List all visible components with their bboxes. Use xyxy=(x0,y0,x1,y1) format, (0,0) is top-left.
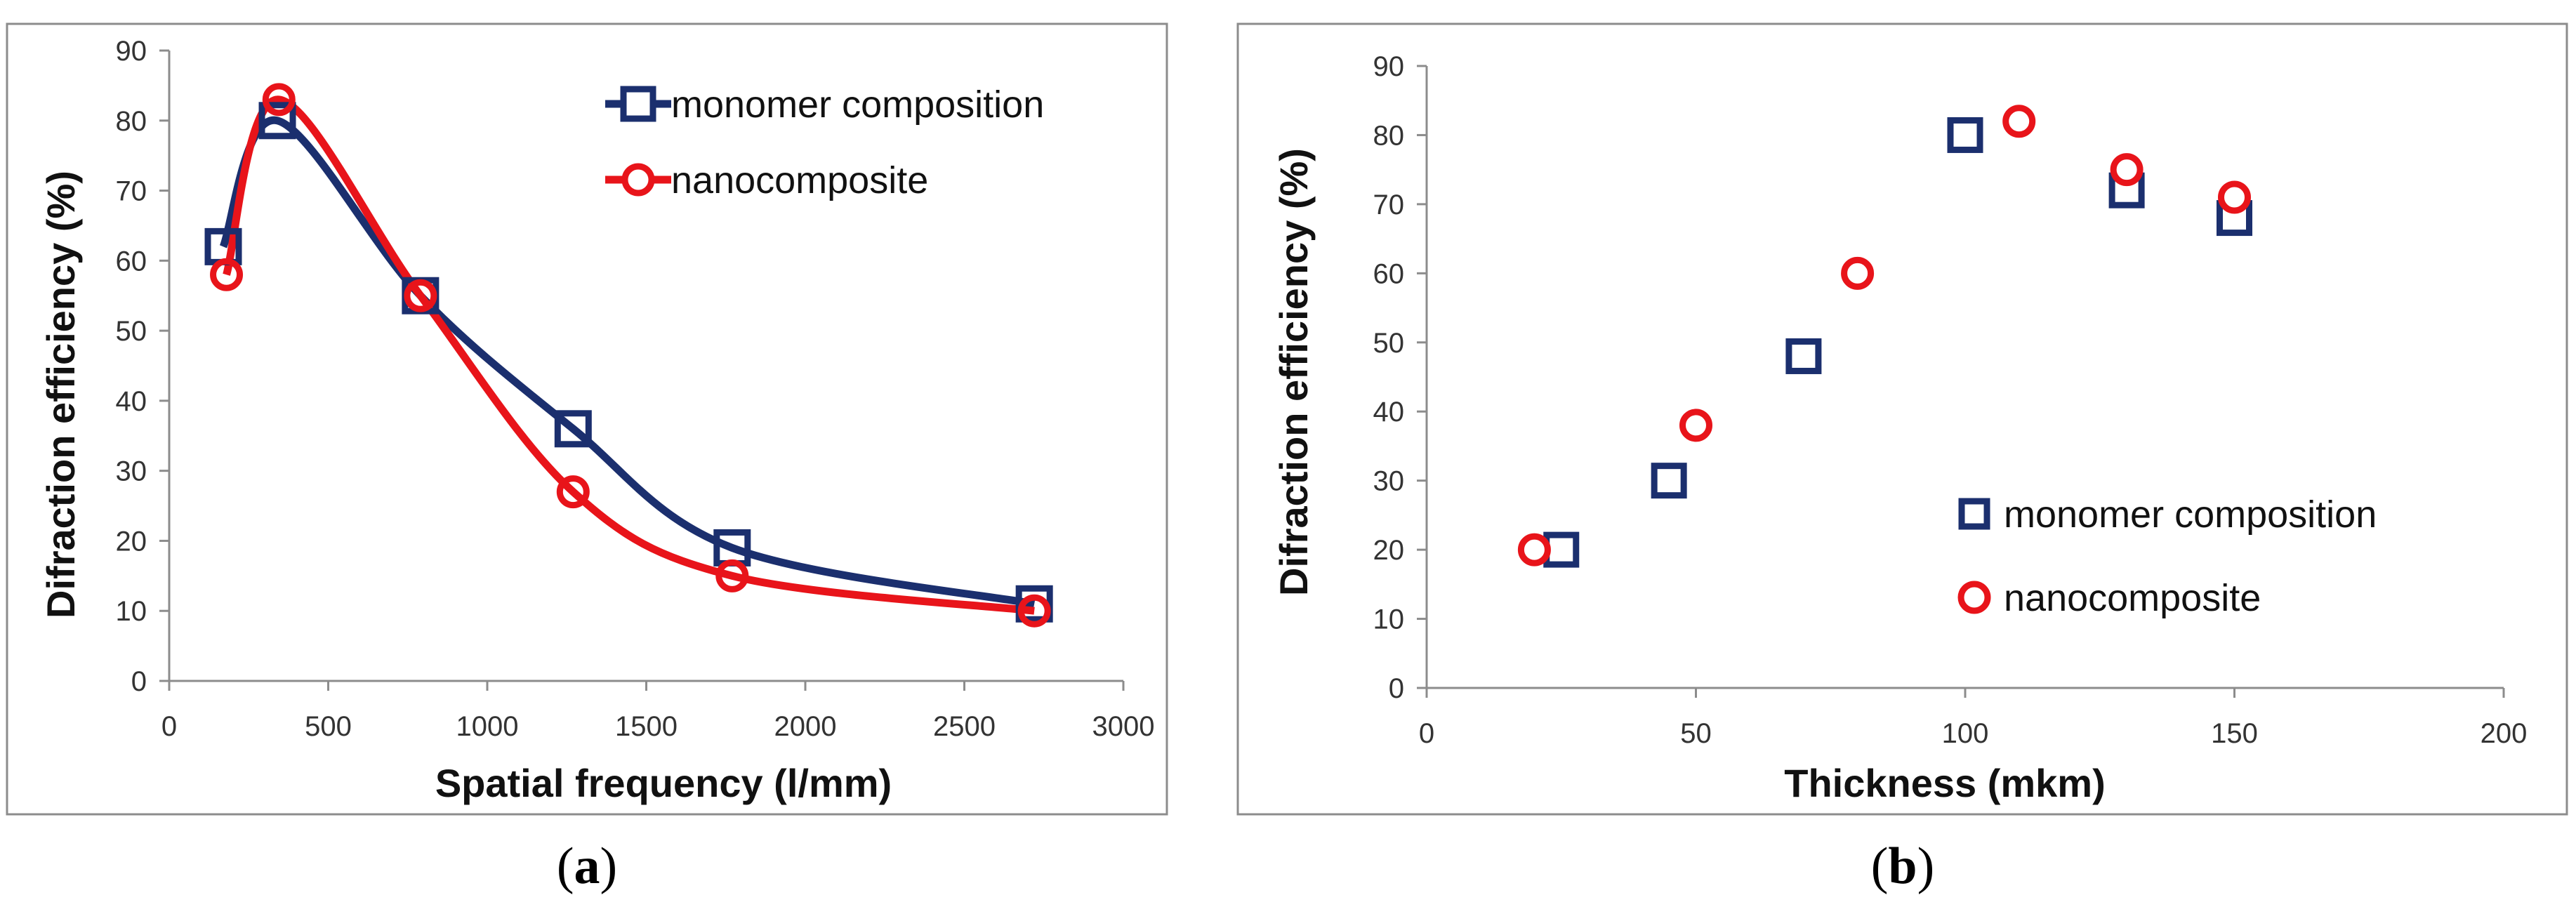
y-tick-label: 40 xyxy=(116,386,147,417)
legend-a-monomer-label: monomer composition xyxy=(671,84,1044,126)
y-tick-label: 0 xyxy=(131,666,147,697)
y-tick-label: 70 xyxy=(116,176,147,207)
legend-a-entry-nano: nanocomposite xyxy=(605,159,928,201)
chart-a-markers xyxy=(204,83,1053,628)
chart-b-x-axis-title: Thickness (mkm) xyxy=(1784,761,2106,805)
x-tick-label: 2000 xyxy=(774,711,837,742)
x-tick-label: 100 xyxy=(1942,718,1989,749)
chart-a-x-axis-title: Spatial frequency (l/mm) xyxy=(435,761,892,805)
data-point-nano xyxy=(1679,409,1712,442)
chart-a-legend: monomer composition nanocomposite xyxy=(605,84,1044,201)
data-point-nano xyxy=(404,279,437,312)
y-tick-label: 30 xyxy=(116,456,147,487)
caption-b-open: ( xyxy=(1871,837,1889,895)
data-point-monomer xyxy=(554,410,592,448)
x-tick-label: 500 xyxy=(305,711,352,742)
chart-b: 0 10 20 30 40 50 60 70 80 90 0 50 100 150 200 monomer… xyxy=(1236,22,2568,816)
data-point-nano xyxy=(262,83,296,117)
chart-a-y-ticks: 0 10 20 30 40 50 60 70 80 90 xyxy=(116,36,169,697)
y-tick-label: 40 xyxy=(1373,397,1405,428)
legend-a-nano-label: nanocomposite xyxy=(671,159,928,201)
x-tick-label: 1000 xyxy=(456,711,519,742)
legend-a-nano-circle-icon xyxy=(621,163,655,197)
caption-b-close: ) xyxy=(1917,837,1935,895)
data-point-nano xyxy=(715,559,749,592)
data-point-nano xyxy=(2110,153,2144,187)
chart-b-x-ticks: 0 50 100 150 200 xyxy=(1419,688,2528,749)
x-tick-label: 200 xyxy=(2481,718,2528,749)
chart-a-x-ticks: 0 500 1000 1500 2000 2500 3000 xyxy=(161,681,1155,742)
data-point-nano xyxy=(2218,180,2251,214)
legend-a-entry-monomer: monomer composition xyxy=(605,84,1044,126)
legend-b-entry-monomer: monomer composition xyxy=(1958,493,2377,536)
y-tick-label: 20 xyxy=(116,526,147,557)
caption-a: (a) xyxy=(557,837,617,895)
data-point-monomer xyxy=(1543,531,1580,568)
caption-a-close: ) xyxy=(600,837,618,895)
y-tick-label: 90 xyxy=(1373,51,1405,82)
legend-b-entry-nano: nanocomposite xyxy=(1957,577,2261,619)
chart-a: 0 10 20 30 40 50 60 70 80 90 0 500 1000 1500 2000 2500… xyxy=(6,22,1168,816)
legend-b-nano-label: nanocomposite xyxy=(2004,577,2261,619)
x-tick-label: 50 xyxy=(1680,718,1712,749)
y-tick-label: 60 xyxy=(1373,258,1405,289)
y-tick-label: 30 xyxy=(1373,466,1405,497)
y-tick-label: 80 xyxy=(116,106,147,137)
y-tick-label: 70 xyxy=(1373,190,1405,220)
data-point-monomer xyxy=(1947,117,1983,153)
x-tick-label: 2500 xyxy=(933,711,996,742)
y-tick-label: 50 xyxy=(1373,328,1405,359)
data-point-nano xyxy=(556,475,590,509)
caption-a-open: ( xyxy=(557,837,574,895)
data-point-monomer xyxy=(1651,463,1687,499)
y-tick-label: 90 xyxy=(116,36,147,67)
chart-b-frame xyxy=(1236,22,2568,816)
data-point-nano xyxy=(2002,105,2036,138)
y-tick-label: 60 xyxy=(116,246,147,277)
x-tick-label: 3000 xyxy=(1092,711,1155,742)
legend-b-monomer-square-icon xyxy=(1958,498,1990,530)
x-tick-label: 1500 xyxy=(615,711,678,742)
legend-a-monomer-square-icon xyxy=(620,86,656,122)
legend-b-monomer-label: monomer composition xyxy=(2004,493,2377,536)
chart-b-markers xyxy=(1517,105,2252,568)
x-tick-label: 0 xyxy=(1419,718,1434,749)
y-tick-label: 10 xyxy=(1373,604,1405,635)
data-point-nano xyxy=(1017,594,1051,628)
y-tick-label: 50 xyxy=(116,316,147,347)
y-tick-label: 80 xyxy=(1373,120,1405,151)
data-point-nano xyxy=(210,258,244,291)
data-point-nano xyxy=(1841,256,1875,290)
data-point-monomer xyxy=(1015,585,1053,623)
chart-a-y-axis-title: Difraction efficiency (%) xyxy=(39,171,83,618)
data-point-monomer xyxy=(258,102,296,140)
chart-b-legend: monomer composition nanocomposite xyxy=(1957,493,2377,619)
chart-b-y-axis-title: Difraction efficiency (%) xyxy=(1272,148,1316,596)
chart-b-y-ticks: 0 10 20 30 40 50 60 70 80 90 xyxy=(1373,51,1427,704)
data-point-nano xyxy=(1517,533,1551,566)
y-tick-label: 20 xyxy=(1373,535,1405,566)
x-tick-label: 0 xyxy=(161,711,177,742)
x-tick-label: 150 xyxy=(2211,718,2258,749)
series-line-monomer xyxy=(219,117,1036,608)
data-point-monomer xyxy=(1785,338,1822,374)
caption-b-letter: b xyxy=(1888,837,1917,895)
legend-b-nano-circle-icon xyxy=(1957,581,1991,614)
y-tick-label: 0 xyxy=(1389,673,1404,704)
caption-b: (b) xyxy=(1871,837,1934,895)
caption-a-letter: a xyxy=(574,837,600,895)
y-tick-label: 10 xyxy=(116,596,147,627)
